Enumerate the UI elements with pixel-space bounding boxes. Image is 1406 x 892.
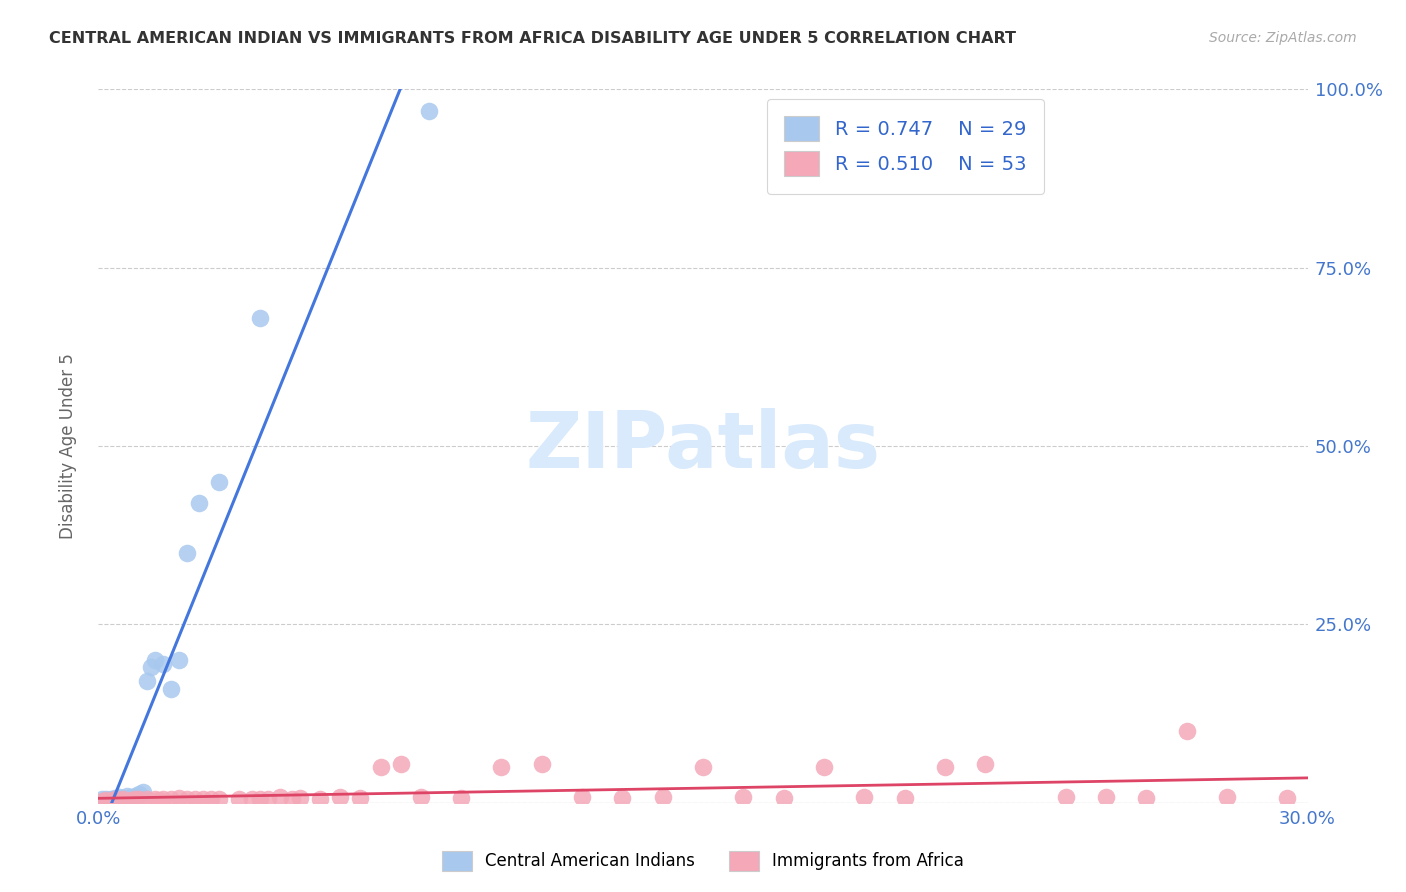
Point xyxy=(139,660,162,674)
Point xyxy=(107,793,129,807)
Point xyxy=(176,791,198,805)
Point xyxy=(115,789,138,803)
Point xyxy=(148,793,170,807)
Point xyxy=(184,792,207,806)
Point xyxy=(132,785,155,799)
Point xyxy=(269,790,291,805)
Point xyxy=(281,791,304,805)
Point xyxy=(188,496,211,510)
Point xyxy=(1277,790,1299,805)
Point xyxy=(208,475,231,489)
Point xyxy=(111,792,134,806)
Point xyxy=(167,790,190,805)
Text: ZIPatlas: ZIPatlas xyxy=(526,408,880,484)
Point xyxy=(107,790,129,805)
Point xyxy=(370,760,392,774)
Point xyxy=(329,790,352,805)
Point xyxy=(96,794,118,808)
Legend: Central American Indians, Immigrants from Africa: Central American Indians, Immigrants fro… xyxy=(434,842,972,880)
Point xyxy=(91,794,114,808)
Point xyxy=(571,790,593,805)
Text: Source: ZipAtlas.com: Source: ZipAtlas.com xyxy=(1209,31,1357,45)
Point xyxy=(115,791,138,805)
Point xyxy=(389,756,412,771)
Point xyxy=(143,653,166,667)
Point xyxy=(651,790,673,805)
Point xyxy=(1095,790,1118,805)
Point xyxy=(893,790,915,805)
Point xyxy=(249,310,271,325)
Point xyxy=(124,789,146,803)
Point xyxy=(120,793,142,807)
Point xyxy=(107,791,129,805)
Point xyxy=(152,657,174,671)
Point xyxy=(612,790,634,805)
Point xyxy=(256,791,278,805)
Point xyxy=(100,794,122,808)
Point xyxy=(128,787,150,801)
Point xyxy=(200,792,222,806)
Point xyxy=(120,790,142,805)
Point xyxy=(103,792,125,806)
Point xyxy=(128,792,150,806)
Point xyxy=(240,791,263,805)
Point xyxy=(772,790,794,805)
Point xyxy=(111,792,134,806)
Point xyxy=(1216,790,1239,805)
Point xyxy=(1175,724,1198,739)
Point xyxy=(167,653,190,667)
Point xyxy=(418,103,440,118)
Point xyxy=(309,791,332,805)
Point xyxy=(103,792,125,806)
Point xyxy=(107,794,129,808)
Point xyxy=(96,793,118,807)
Text: CENTRAL AMERICAN INDIAN VS IMMIGRANTS FROM AFRICA DISABILITY AGE UNDER 5 CORRELA: CENTRAL AMERICAN INDIAN VS IMMIGRANTS FR… xyxy=(49,31,1017,46)
Point xyxy=(1135,790,1157,805)
Point xyxy=(100,791,122,805)
Point xyxy=(135,792,157,806)
Point xyxy=(193,791,215,805)
Point xyxy=(934,760,956,774)
Point xyxy=(1054,790,1077,805)
Point xyxy=(111,790,134,805)
Point xyxy=(692,760,714,774)
Point xyxy=(143,791,166,805)
Point xyxy=(853,790,876,805)
Y-axis label: Disability Age Under 5: Disability Age Under 5 xyxy=(59,353,77,539)
Point xyxy=(96,792,118,806)
Point xyxy=(91,792,114,806)
Point xyxy=(491,760,513,774)
Point xyxy=(103,790,125,805)
Point xyxy=(208,791,231,805)
Point xyxy=(160,792,183,806)
Point xyxy=(974,756,997,771)
Point xyxy=(288,790,311,805)
Point xyxy=(135,674,157,689)
Point xyxy=(124,791,146,805)
Point xyxy=(733,790,755,805)
Point xyxy=(409,790,432,805)
Point xyxy=(349,790,371,805)
Point xyxy=(228,792,250,806)
Point xyxy=(152,791,174,805)
Point xyxy=(176,546,198,560)
Point xyxy=(160,681,183,696)
Point xyxy=(450,790,472,805)
Point xyxy=(249,792,271,806)
Legend: R = 0.747    N = 29, R = 0.510    N = 53: R = 0.747 N = 29, R = 0.510 N = 53 xyxy=(766,99,1043,194)
Point xyxy=(530,756,553,771)
Point xyxy=(813,760,835,774)
Point xyxy=(100,793,122,807)
